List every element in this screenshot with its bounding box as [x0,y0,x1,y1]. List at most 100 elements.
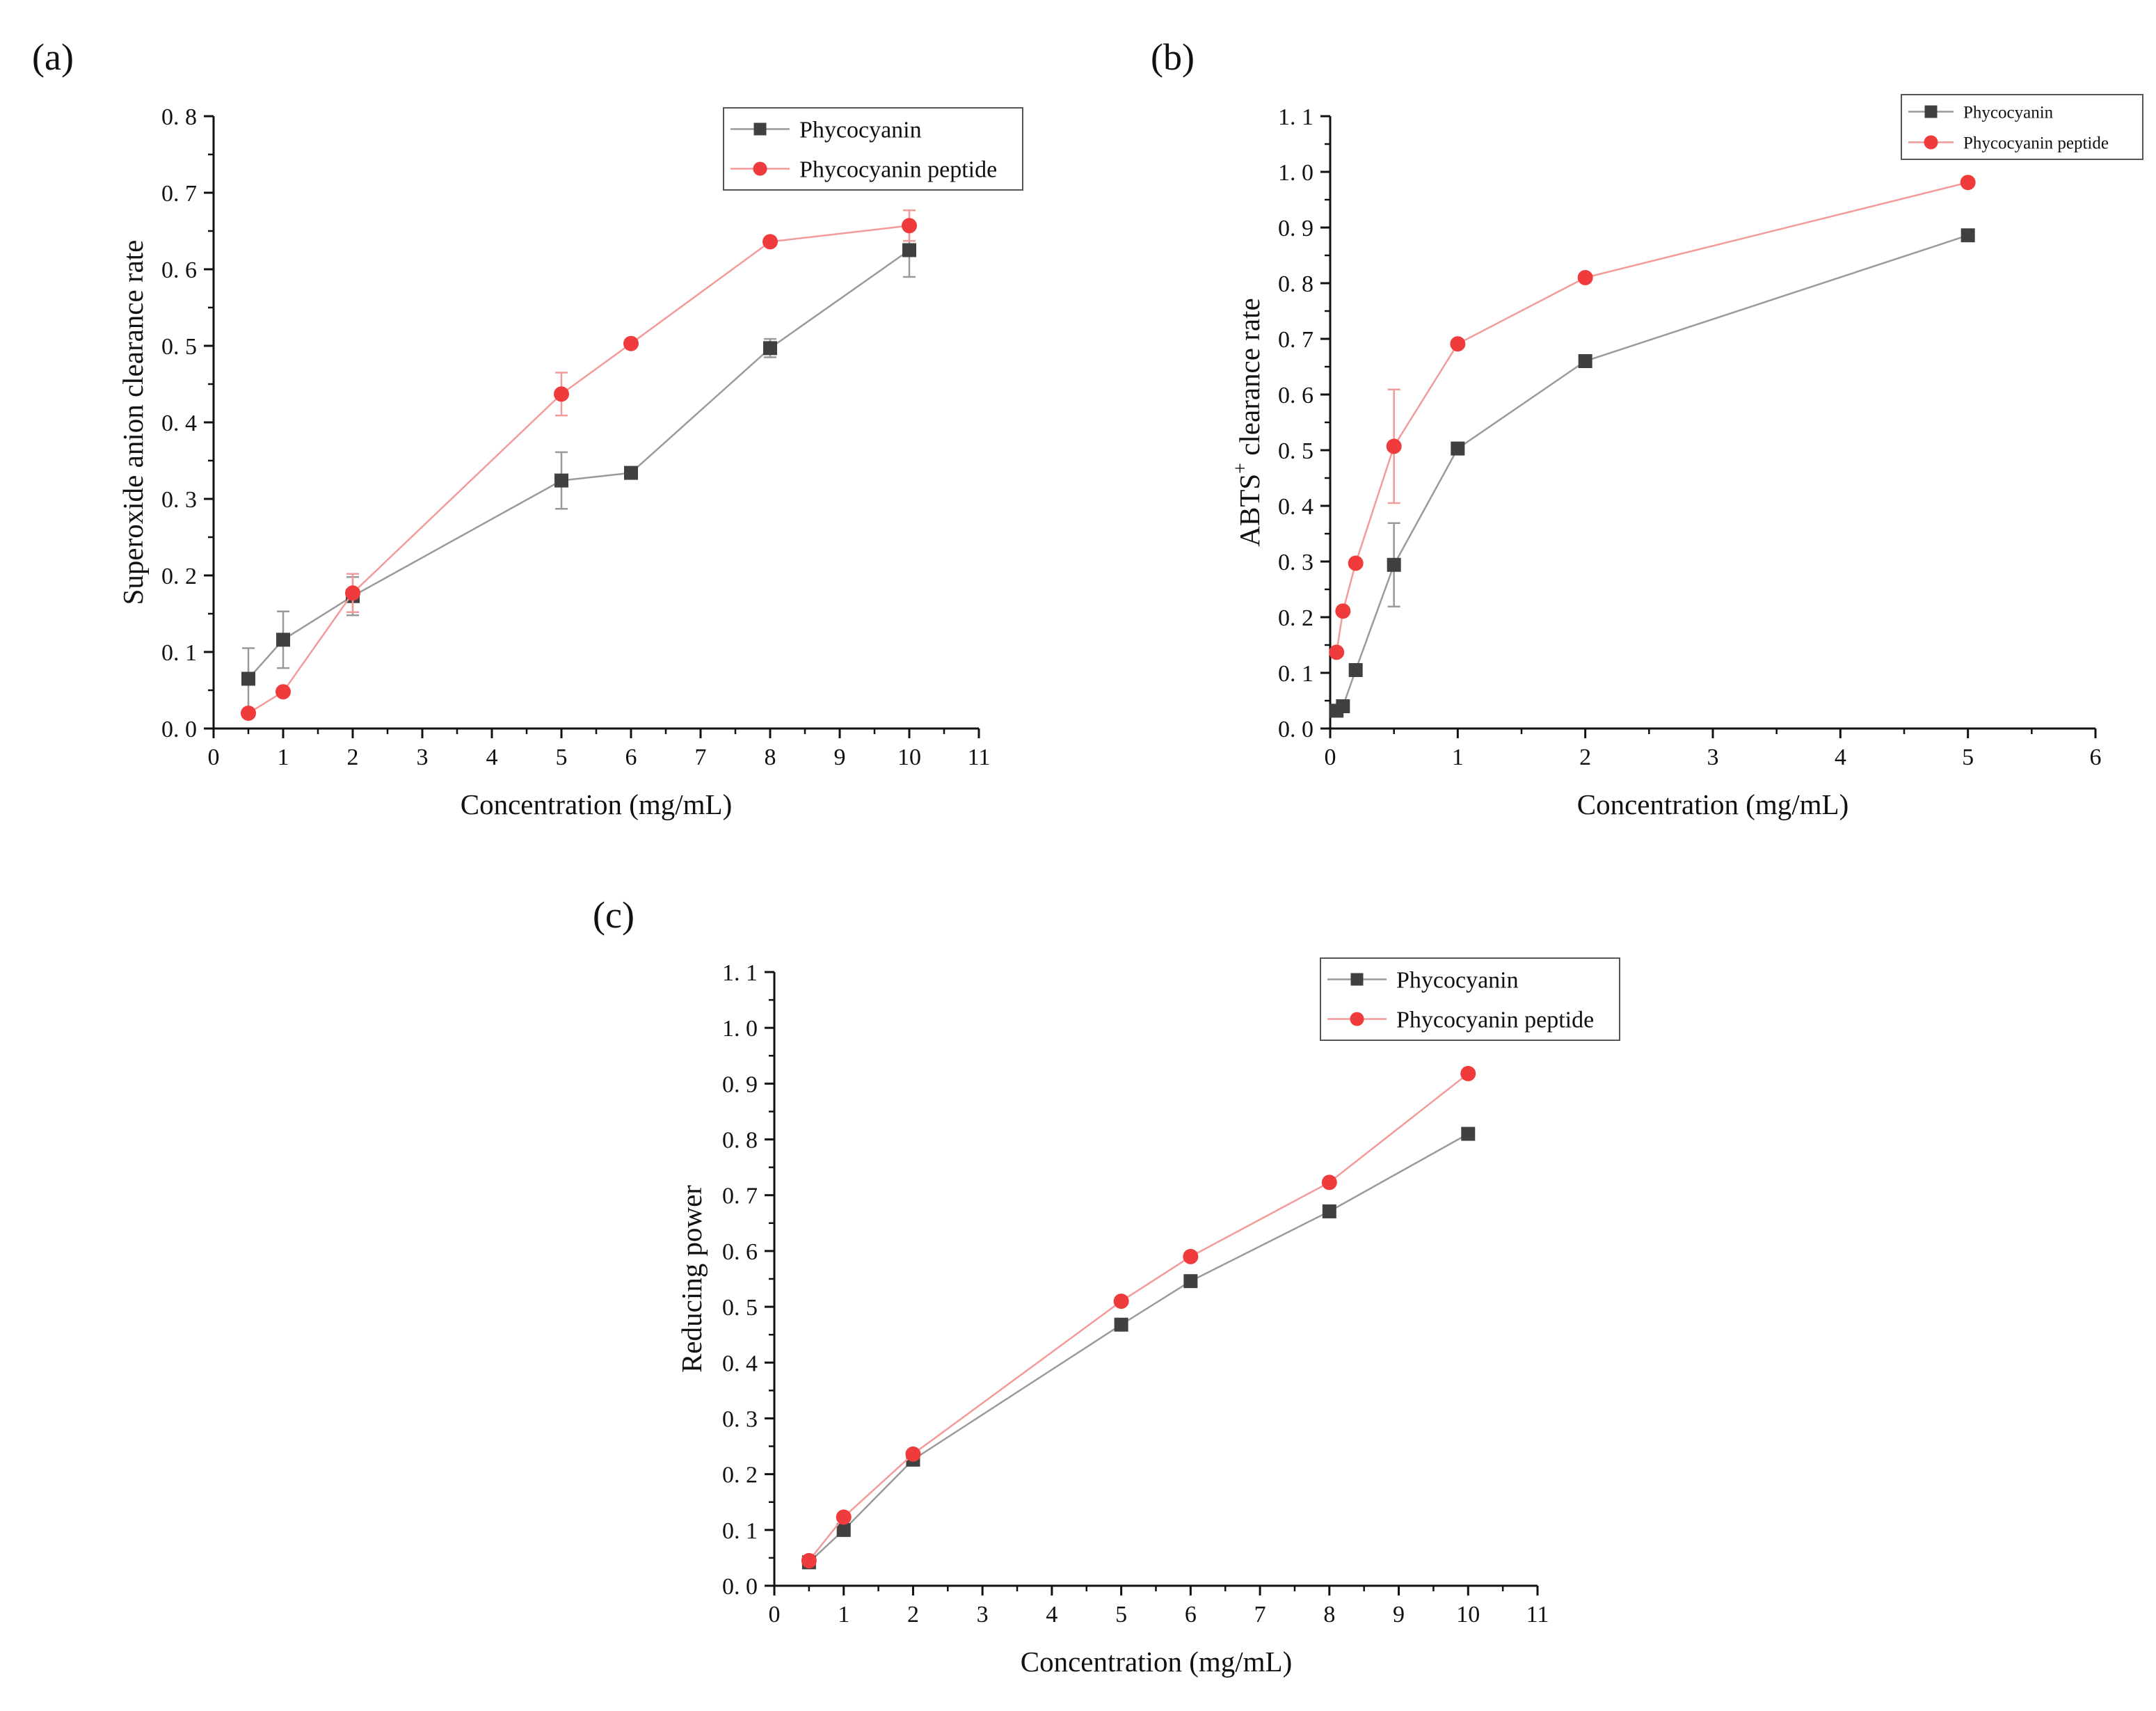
series-line [1335,181,1968,653]
legend-marker-square [1924,105,1938,118]
data-point-square [624,465,638,480]
x-tick-label: 6 [625,745,637,770]
y-tick-label: 0. 1 [1278,661,1313,687]
y-tick-label: 0. 8 [1278,271,1313,297]
x-tick-label: 3 [1707,745,1719,770]
legend-marker-circle [753,161,767,176]
data-point-square [1451,441,1465,456]
y-tick-label: 0. 4 [161,411,197,436]
legend-box [1901,94,2143,160]
y-axis-title: Reducing power [676,1185,708,1373]
chart-panel-3: (c) 0 1 2 3 4 5 6 7 8 9 10 11 0. 0 0. 1 0. 2 0. 3 0. 4 0. … [593,894,1620,1678]
data-point-circle [836,1509,852,1525]
x-tick-label: 1 [838,1602,849,1628]
legend-label: Phycocyanin peptide [1963,134,2109,152]
x-tick-label: 5 [556,745,568,770]
x-axis-title: Concentration (mg/mL) [1021,1646,1293,1678]
x-tick-label: 7 [695,745,707,770]
panel-label: (b) [1151,36,1195,78]
x-tick-label: 6 [1185,1602,1197,1628]
data-point-circle [623,335,639,351]
x-tick-label: 7 [1254,1602,1266,1628]
y-tick-label: 0. 0 [722,1574,758,1600]
x-tick-label: 1 [278,745,289,770]
data-point-square [1114,1317,1128,1332]
y-tick-label: 0. 8 [161,104,197,130]
data-point-square [836,1522,851,1537]
legend-box [1320,957,1620,1041]
x-tick-label: 2 [347,745,359,770]
y-tick-label: 0. 8 [722,1128,758,1154]
x-tick-label: 10 [897,745,921,770]
x-tick-label: 8 [1323,1602,1335,1628]
y-axis-title-sup: + [1230,463,1252,474]
x-tick-label: 6 [2090,745,2102,770]
x-axis-title: Concentration (mg/mL) [461,788,733,820]
chart-panel-1: (a) 0 1 2 3 4 5 6 7 8 9 10 11 0. 0 0. 1 0. 2 0. 3 0. 4 0. … [32,36,1023,820]
x-tick-label: 1 [1452,745,1464,770]
y-tick-label: 1. 0 [1278,160,1313,186]
x-tick-label: 4 [486,745,498,770]
y-axis-title-main: ABTS [1233,474,1265,547]
data-point-circle [762,234,778,250]
y-tick-label: 0. 6 [722,1239,758,1265]
data-point-circle [1960,175,1976,191]
y-tick-label: 0. 3 [161,487,197,513]
x-tick-label: 0 [208,745,220,770]
series-line [248,225,910,715]
x-tick-label: 0 [769,1602,781,1628]
data-point-square [1183,1274,1198,1289]
data-point-circle [345,585,360,601]
legend-marker-square [753,122,767,136]
data-point-circle [241,706,256,721]
data-point-square [1336,699,1350,713]
data-point-square [1387,557,1401,572]
x-axis-title: Concentration (mg/mL) [1577,788,1849,820]
legend-marker-square [1350,973,1364,986]
legend-label: Phycocyanin peptide [1396,1007,1594,1033]
series-phycocyanin-peptide [801,1065,1476,1568]
x-tick-label: 2 [1579,745,1591,770]
data-point-square [1322,1204,1336,1218]
data-point-circle [1183,1248,1199,1264]
data-point-square [1961,228,1975,243]
data-point-circle [554,386,569,402]
data-point-circle [1450,336,1466,352]
x-tick-label: 3 [417,745,429,770]
y-tick-label: 0. 4 [722,1351,758,1376]
y-tick-label: 0. 4 [1278,494,1313,520]
x-tick-label: 4 [1835,745,1846,770]
data-point-square [554,473,568,488]
x-tick-label: 2 [907,1602,919,1628]
y-tick-label: 0. 9 [1278,216,1313,241]
series-line [1336,234,1969,712]
series-phycocyanin [1329,228,1975,718]
legend-marker-circle [1350,1012,1364,1026]
data-point-square [276,632,290,647]
y-tick-label: 0. 0 [161,717,197,742]
x-tick-label: 11 [968,745,991,770]
data-point-square [241,671,255,686]
y-tick-label: 0. 7 [161,181,197,207]
data-point-circle [276,684,291,700]
legend-label: Phycocyanin [1963,103,2054,122]
data-point-circle [1348,555,1364,571]
y-tick-label: 0. 7 [722,1184,758,1209]
x-tick-label: 10 [1456,1602,1480,1628]
legend: Phycocyanin Phycocyanin peptide [1901,94,2143,160]
data-point-circle [1321,1175,1337,1191]
legend: Phycocyanin Phycocyanin peptide [723,107,1023,191]
data-point-square [1461,1127,1476,1141]
y-tick-label: 0. 2 [722,1463,758,1488]
data-point-circle [1460,1065,1476,1081]
x-tick-label: 3 [977,1602,989,1628]
legend-label: Phycocyanin [1396,967,1519,993]
x-tick-label: 9 [834,745,846,770]
y-axis-title: Superoxide anion clearance rate [117,240,149,605]
y-tick-label: 1. 0 [722,1016,758,1042]
data-point-circle [1386,438,1402,454]
legend: Phycocyanin Phycocyanin peptide [1320,957,1620,1041]
series-line [808,1072,1469,1561]
